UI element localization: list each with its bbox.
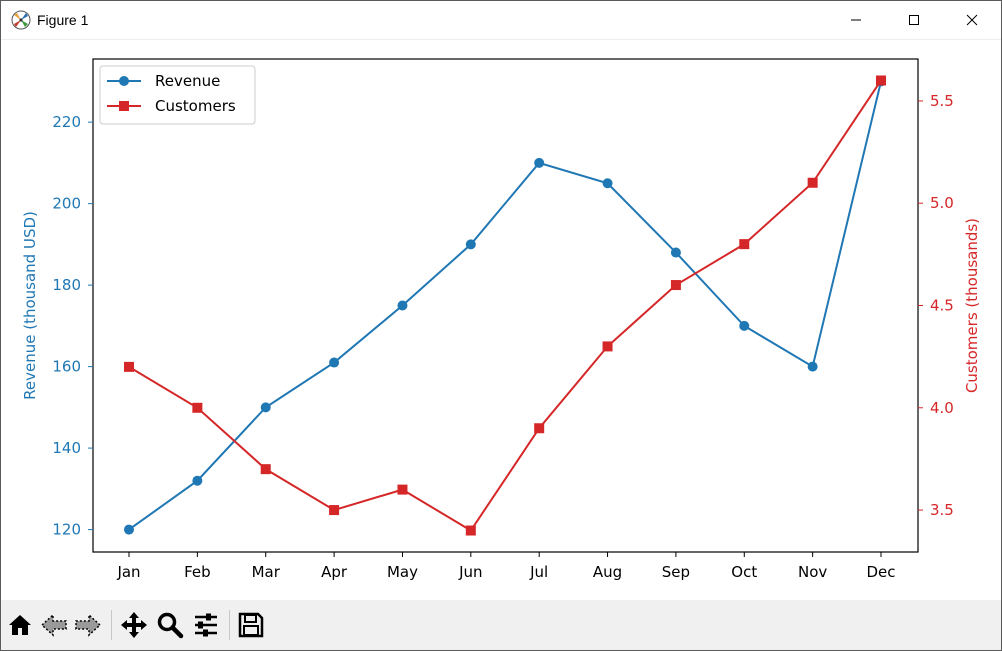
data-point-customers	[876, 75, 886, 86]
left-y-tick-label: 160	[52, 358, 81, 376]
matplotlib-logo-icon	[11, 10, 31, 30]
right-y-axis-label: Customers (thousands)	[963, 218, 981, 393]
magnifier-icon	[157, 612, 184, 639]
left-y-tick-label: 120	[52, 521, 81, 539]
data-point-revenue	[260, 402, 271, 413]
data-point-customers	[465, 525, 476, 536]
left-y-tick-label: 140	[52, 439, 81, 457]
x-tick-label: Apr	[321, 563, 348, 581]
data-point-customers	[807, 177, 818, 188]
data-point-customers	[739, 239, 750, 250]
right-y-tick-label: 3.5	[930, 501, 954, 519]
data-point-customers	[124, 361, 134, 372]
legend-label: Customers	[155, 97, 236, 115]
home-button[interactable]	[5, 610, 35, 640]
left-y-tick-label: 220	[52, 113, 81, 131]
zoom-button[interactable]	[155, 610, 185, 640]
home-icon	[9, 615, 31, 635]
maximize-icon	[909, 15, 919, 25]
data-point-revenue	[807, 361, 818, 372]
data-point-revenue	[397, 300, 408, 311]
series-line-revenue	[128, 81, 882, 531]
maximize-button[interactable]	[885, 1, 943, 39]
toolbar-separator	[111, 610, 112, 640]
right-y-tick-label: 4.5	[930, 297, 954, 315]
configure-subplots-button[interactable]	[191, 610, 221, 640]
pan-button[interactable]	[119, 610, 149, 640]
right-y-tick-label: 4.0	[930, 399, 954, 417]
data-point-revenue	[534, 157, 545, 168]
data-point-customers	[670, 280, 681, 291]
data-point-customers	[534, 423, 545, 434]
x-tick-label: Oct	[731, 563, 757, 581]
x-tick-label: Sep	[662, 563, 690, 581]
data-point-customers	[397, 484, 408, 495]
plot-layer: Jan Feb Mar Apr May Jun Jul Aug Sep Oct Nov Dec 120 1…	[21, 58, 981, 581]
minimize-icon	[851, 19, 861, 21]
close-button[interactable]	[943, 1, 1001, 39]
data-point-revenue	[602, 178, 613, 189]
data-point-customers	[602, 341, 613, 352]
save-button[interactable]	[236, 610, 266, 640]
legend-marker-revenue	[119, 76, 129, 86]
legend-label: Revenue	[155, 72, 220, 90]
back-arrow-icon	[40, 613, 67, 637]
x-tick-label: Dec	[866, 563, 895, 581]
x-tick-label: Mar	[252, 563, 281, 581]
forward-button[interactable]	[73, 610, 103, 640]
right-y-tick-label: 5.5	[930, 92, 954, 110]
back-button[interactable]	[39, 610, 69, 640]
data-point-customers	[192, 402, 203, 413]
x-tick-label: Jul	[529, 563, 548, 581]
plot-frame	[92, 58, 919, 553]
data-point-revenue	[739, 320, 750, 331]
floppy-disk-icon	[238, 612, 264, 638]
data-point-customers	[260, 464, 271, 475]
close-icon	[966, 14, 978, 26]
data-point-revenue	[329, 357, 340, 368]
forward-arrow-icon	[75, 613, 102, 637]
window-title: Figure 1	[37, 12, 89, 28]
left-y-axis-label: Revenue (thousand USD)	[21, 211, 39, 400]
title-bar: Figure 1	[1, 1, 1001, 40]
move-arrows-icon	[121, 612, 147, 638]
chart: Jan Feb Mar Apr May Jun Jul Aug Sep Oct Nov Dec 120 1…	[21, 58, 981, 581]
x-tick-label: Jun	[458, 563, 482, 581]
left-y-tick-label: 180	[52, 276, 81, 294]
data-point-customers	[329, 505, 340, 516]
right-y-tick-label: 5.0	[930, 194, 954, 212]
data-point-revenue	[465, 239, 476, 250]
toolbar-separator	[229, 610, 230, 640]
sliders-icon	[195, 613, 217, 637]
x-tick-label: May	[387, 563, 418, 581]
x-tick-label: Jan	[116, 563, 140, 581]
figure-canvas: Jan Feb Mar Apr May Jun Jul Aug Sep Oct Nov Dec 120 1…	[1, 40, 1001, 600]
data-point-revenue	[192, 475, 203, 486]
data-point-revenue	[124, 524, 134, 535]
series-line-customers	[128, 79, 882, 532]
x-tick-label: Nov	[798, 563, 827, 581]
x-tick-label: Feb	[184, 563, 211, 581]
data-point-revenue	[670, 247, 681, 258]
minimize-button[interactable]	[827, 1, 885, 39]
left-y-tick-label: 200	[52, 195, 81, 213]
legend-marker-customers	[119, 101, 129, 111]
navigation-toolbar	[1, 600, 1001, 650]
x-tick-label: Aug	[593, 563, 622, 581]
